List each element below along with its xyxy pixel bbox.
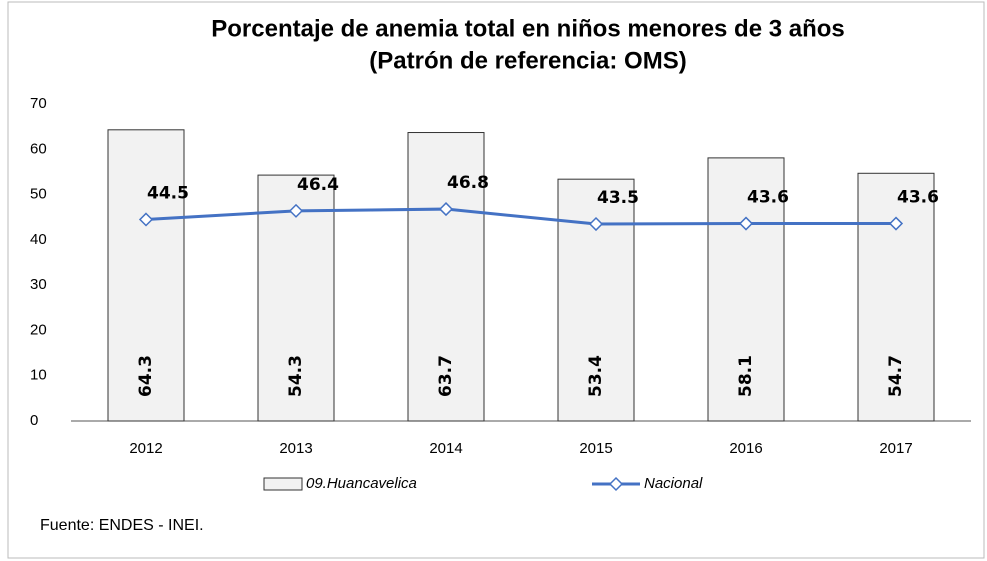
y-tick-label: 70	[30, 95, 47, 112]
x-tick-label: 2014	[429, 440, 462, 457]
y-tick-label: 30	[30, 276, 47, 293]
chart-subtitle: (Patrón de referencia: OMS)	[369, 47, 686, 74]
bar	[707, 157, 785, 422]
bar-value-label: 58.1	[736, 355, 756, 397]
bar-value-label: 54.3	[286, 355, 306, 397]
line-value-label: 43.6	[897, 188, 939, 208]
bar	[857, 172, 935, 422]
x-tick-label: 2015	[579, 440, 612, 457]
bar	[407, 132, 485, 422]
source-note: Fuente: ENDES - INEI.	[40, 517, 204, 534]
bar-value-label: 54.7	[886, 355, 906, 397]
line-value-label: 43.5	[597, 188, 639, 208]
x-tick-label: 2012	[129, 440, 162, 457]
chart-title: Porcentaje de anemia total en niños meno…	[211, 15, 845, 42]
line-marker	[288, 203, 304, 218]
y-tick-label: 40	[30, 231, 47, 248]
bar-value-label: 53.4	[586, 355, 606, 397]
line-marker	[438, 202, 454, 217]
legend-label: 09.Huancavelica	[306, 475, 417, 492]
line-value-label: 46.8	[447, 173, 489, 193]
line-value-label: 43.6	[747, 188, 789, 208]
line-marker	[738, 216, 754, 231]
y-tick-label: 10	[30, 367, 47, 384]
bar	[107, 129, 185, 422]
bar-value-label: 64.3	[136, 355, 156, 397]
line-marker	[138, 212, 154, 227]
legend-swatch	[263, 477, 303, 491]
y-tick-label: 60	[30, 140, 47, 157]
line-value-label: 46.4	[297, 175, 339, 195]
line	[145, 207, 896, 226]
line-marker	[588, 216, 604, 232]
legend-swatch	[608, 476, 624, 492]
x-tick-label: 2013	[279, 440, 312, 457]
x-tick-label: 2017	[879, 440, 912, 457]
y-tick-label: 20	[30, 321, 47, 338]
y-tick-label: 50	[30, 186, 47, 203]
line-marker	[888, 216, 904, 231]
y-tick-label: 0	[30, 412, 38, 429]
legend-label: Nacional	[644, 475, 703, 492]
x-tick-label: 2016	[729, 440, 762, 457]
bar-value-label: 63.7	[436, 355, 456, 397]
line-value-label: 44.5	[147, 183, 189, 203]
